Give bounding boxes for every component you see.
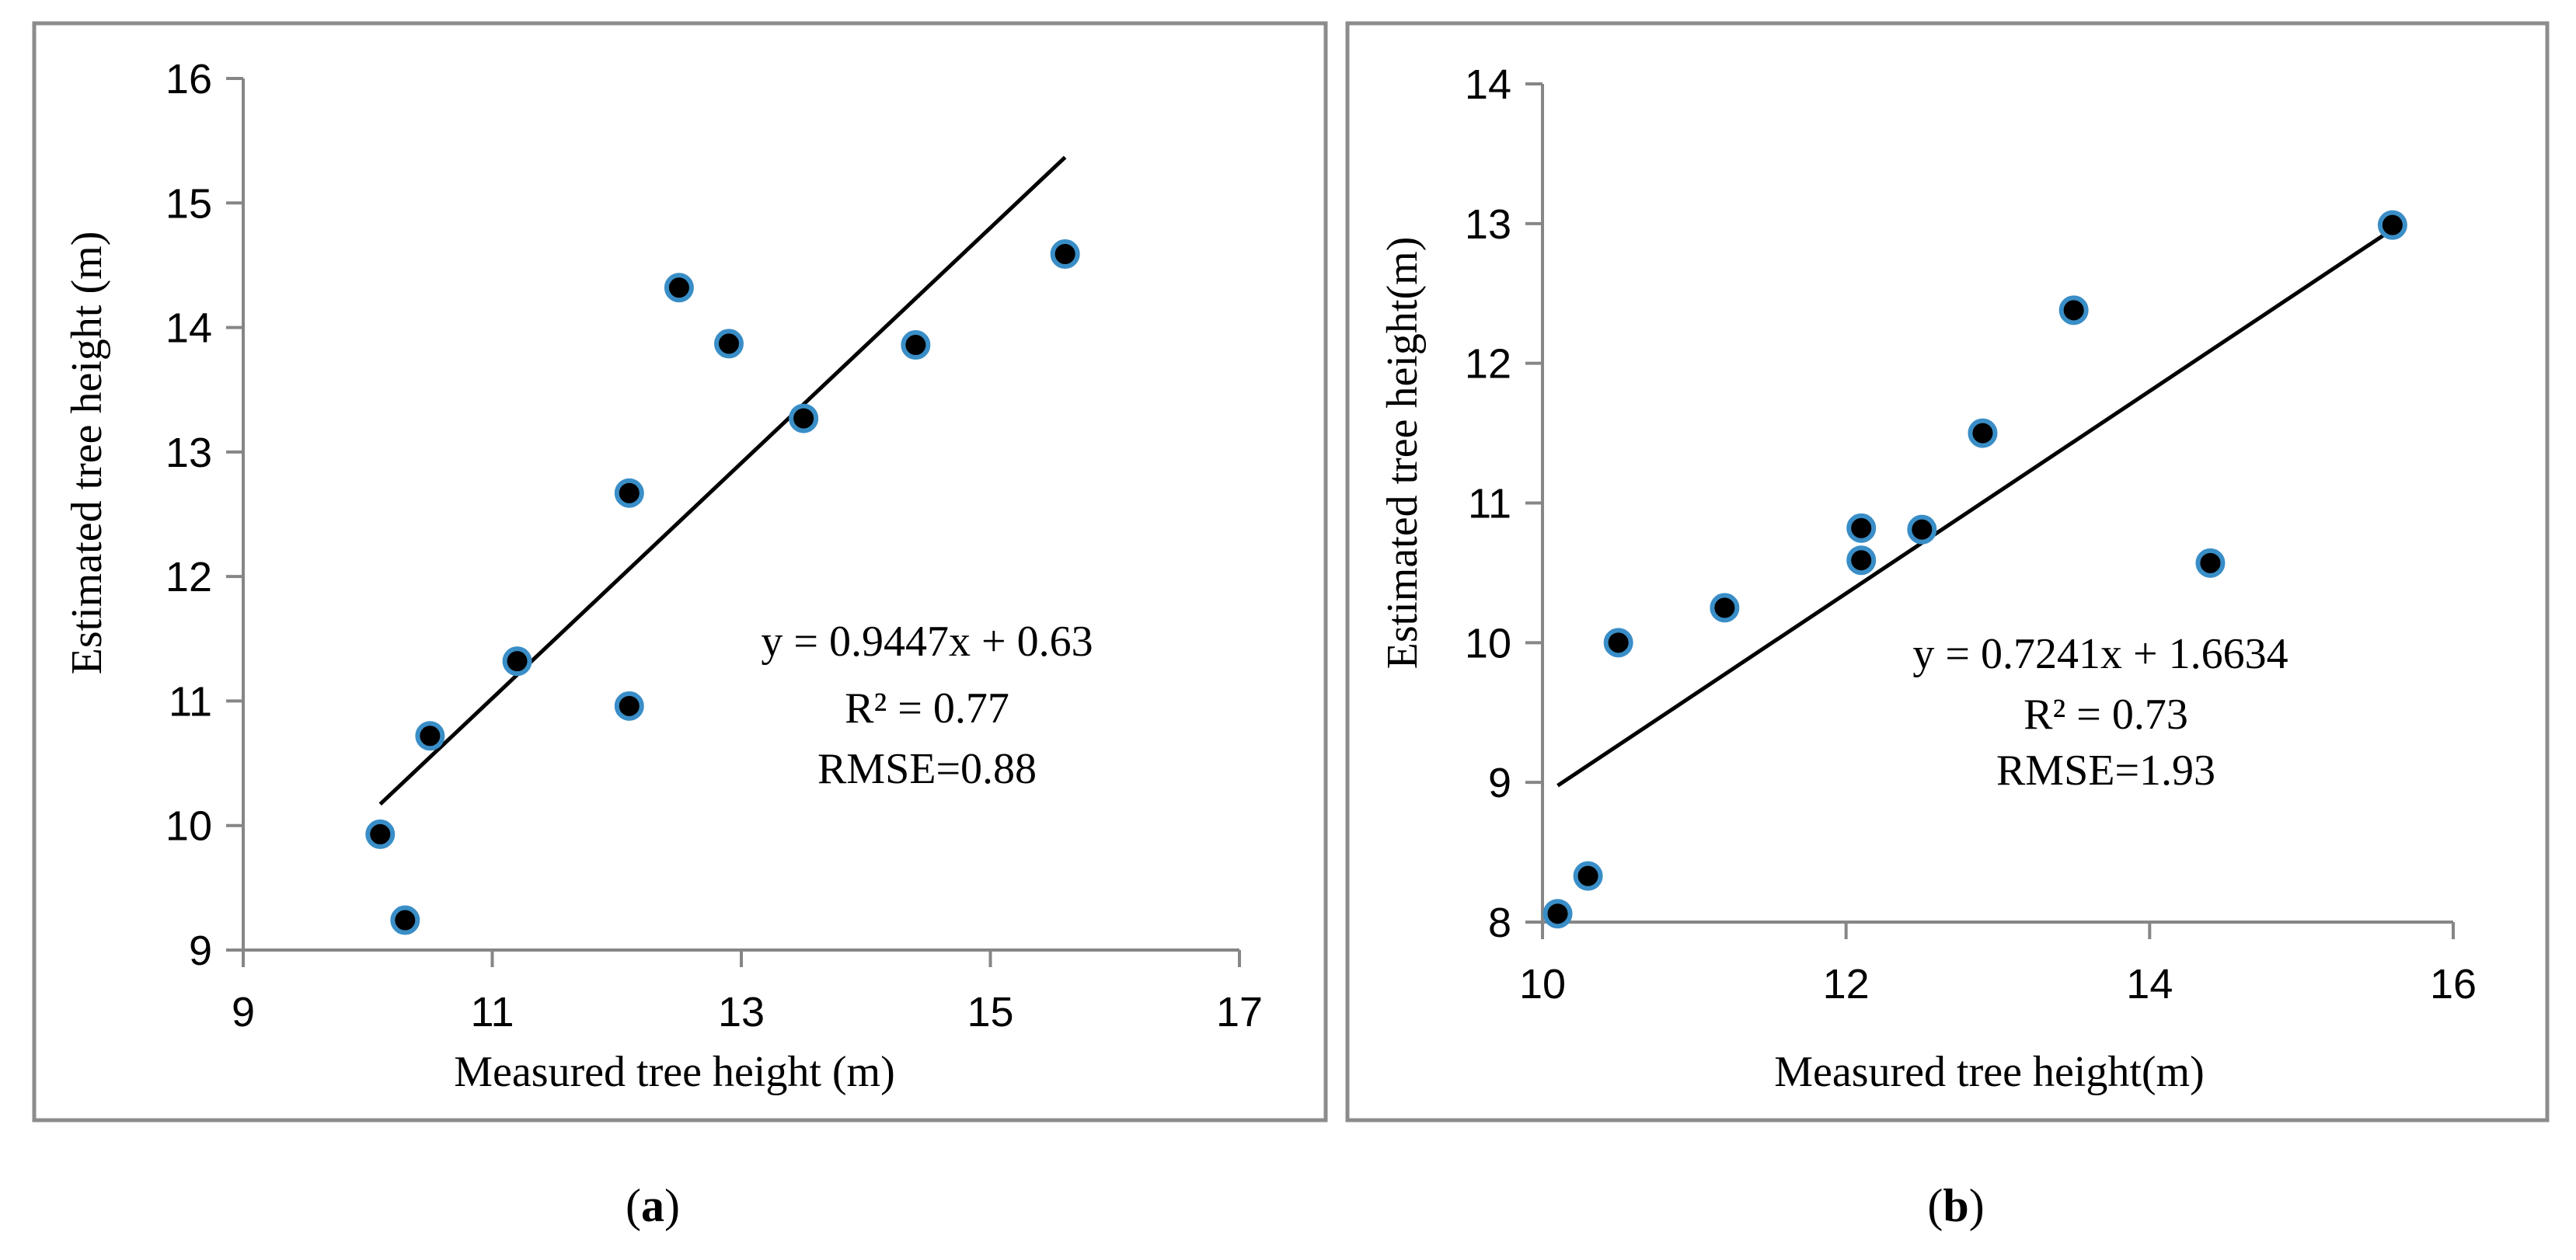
chart-b-point — [1846, 513, 1877, 543]
chart-b-x-tick-label: 16 — [2430, 961, 2477, 1008]
panel-b-frame — [1345, 21, 2550, 1123]
chart-a-x-tick-label: 17 — [1216, 989, 1263, 1035]
chart-a-point — [502, 646, 532, 677]
chart-a-x-tick-label: 13 — [718, 989, 765, 1035]
chart-a-y-tick-label: 14 — [166, 305, 212, 352]
chart-a-x-tick-label: 15 — [967, 989, 1013, 1035]
chart-a-equation: y = 0.9447x + 0.63 — [761, 618, 1093, 666]
chart-a-y-tick-label: 12 — [166, 554, 212, 600]
chart-a-point — [901, 330, 931, 360]
chart-b-y-tick-label: 11 — [1468, 481, 1511, 527]
chart-a-rmse: RMSE=0.88 — [817, 745, 1037, 793]
chart-b-y-tick-label: 12 — [1465, 341, 1511, 388]
chart-b-ylabel: Estimated tree height(m) — [1379, 237, 1427, 670]
chart-a-point — [1050, 239, 1080, 270]
caption-b-close-paren: ) — [1969, 1180, 1985, 1231]
chart-a-point — [415, 721, 445, 751]
chart-b-y-tick-label: 13 — [1465, 201, 1511, 248]
panel-a-frame — [32, 21, 1328, 1123]
chart-b-point — [1573, 861, 1603, 891]
chart-b-point — [2195, 548, 2226, 578]
caption-b-open-paren: ( — [1927, 1180, 1943, 1231]
chart-b-xlabel: Measured tree height(m) — [1774, 1048, 2205, 1096]
chart-b-point — [1907, 514, 1937, 545]
caption-a-close-paren: ) — [664, 1180, 680, 1231]
chart-b-x-tick-label: 12 — [1823, 961, 1870, 1008]
chart-b-r2: R² = 0.73 — [2024, 691, 2188, 739]
chart-b-trendline — [1556, 228, 2394, 788]
chart-a-plot: 9 10 11 12 13 14 15 16 9 11 13 15 17 — [166, 56, 1263, 1035]
chart-a-ylabel: Estimated tree height (m) — [63, 231, 111, 675]
caption-b-text: (b) — [1927, 1180, 1984, 1231]
chart-a-point — [789, 403, 819, 433]
caption-a-open-paren: ( — [626, 1180, 641, 1231]
chart-b-equation: y = 0.7241x + 1.6634 — [1912, 630, 2288, 678]
chart-a-xlabel: Measured tree height (m) — [454, 1048, 895, 1096]
caption-a-letter: a — [641, 1180, 664, 1231]
chart-a-point — [713, 329, 744, 359]
caption-b-letter: b — [1943, 1180, 1968, 1231]
chart-a-point — [614, 691, 644, 721]
chart-b-x-tick-label: 14 — [2126, 961, 2173, 1008]
chart-b-x-tick-label: 10 — [1519, 961, 1566, 1008]
chart-a-trendline — [378, 155, 1067, 806]
chart-b-y-tick-label: 14 — [1465, 61, 1511, 108]
chart-a-y-tick-label: 15 — [166, 180, 212, 227]
chart-b-y-tick-label: 10 — [1465, 620, 1511, 667]
chart-a-y-tick-label: 9 — [189, 928, 212, 974]
chart-a-y-tick-label: 13 — [166, 430, 212, 476]
chart-b-plot: 8 9 10 11 12 13 14 10 12 14 16 — [1465, 61, 2477, 1008]
chart-a-x-tick-label: 11 — [470, 989, 514, 1035]
chart-a-x-tick-label: 9 — [232, 989, 255, 1035]
panel-b: 8 9 10 11 12 13 14 10 12 14 16 Measured tree heigh… — [1345, 21, 2550, 1123]
chart-a-point — [614, 478, 644, 508]
chart-b-point — [1603, 628, 1633, 658]
chart-a-point — [365, 819, 396, 849]
chart-b-point — [2058, 295, 2089, 325]
caption-a-text: (a) — [626, 1180, 680, 1231]
caption-a: (a) — [626, 1180, 680, 1231]
panel-a: 9 10 11 12 13 14 15 16 9 11 13 15 17 Measured tree h… — [32, 21, 1328, 1123]
chart-a-point — [390, 905, 420, 935]
chart-b-point — [2377, 210, 2407, 240]
chart-b-point — [1710, 593, 1740, 623]
chart-b-rmse: RMSE=1.93 — [1996, 747, 2215, 795]
caption-b: (b) — [1927, 1180, 1984, 1231]
chart-b-y-tick-label: 9 — [1488, 760, 1511, 806]
chart-a-y-tick-label: 11 — [169, 678, 212, 725]
chart-b-point — [1968, 418, 1998, 448]
chart-b-point — [1846, 545, 1877, 576]
chart-a-r2: R² = 0.77 — [845, 684, 1009, 733]
chart-a-y-tick-label: 16 — [166, 56, 212, 103]
chart-a-point — [664, 273, 694, 303]
chart-b-y-tick-label: 8 — [1488, 900, 1511, 946]
chart-a-y-tick-label: 10 — [166, 803, 212, 850]
chart-b-point — [1542, 899, 1573, 929]
